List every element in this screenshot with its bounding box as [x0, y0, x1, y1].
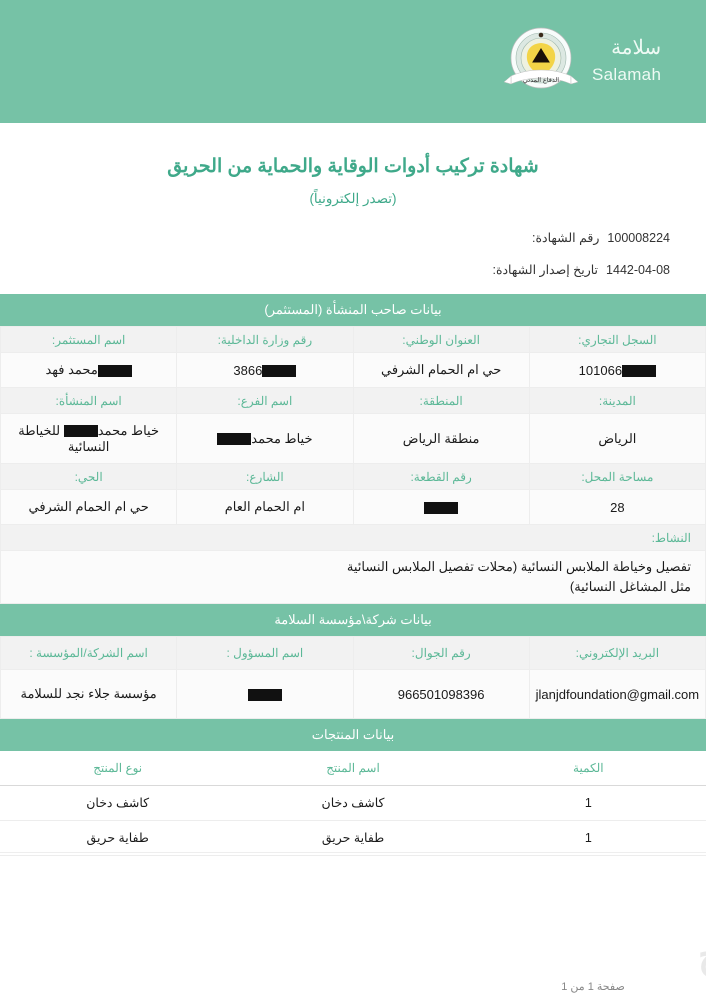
- svg-text:حراج: حراج: [698, 935, 706, 978]
- svg-text:الدفاع المدني: الدفاع المدني: [523, 76, 559, 84]
